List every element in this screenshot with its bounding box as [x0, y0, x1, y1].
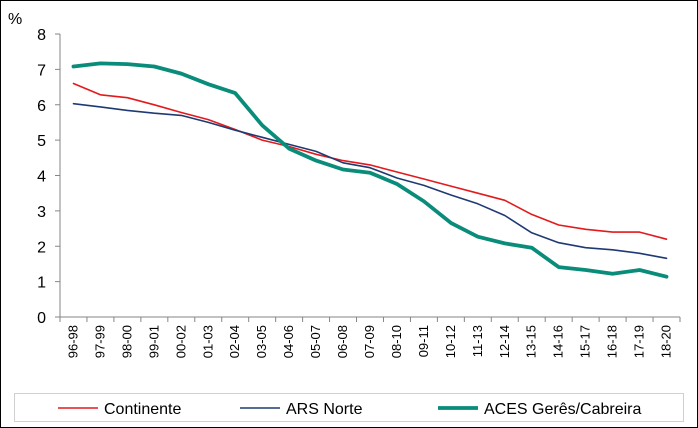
x-tick-label: 02-04	[227, 325, 242, 358]
x-tick-label: 04-06	[281, 325, 296, 358]
x-tick-label: 06-08	[335, 325, 350, 358]
legend: Continente ARS Norte ACES Gerês/Cabreira	[14, 393, 684, 422]
x-tick-label: 12-14	[497, 325, 512, 358]
x-tick-label: 00-02	[173, 325, 188, 358]
legend-label-1: ARS Norte	[286, 401, 363, 418]
x-tick-label: 10-12	[443, 325, 458, 358]
y-tick-label: 3	[37, 204, 46, 221]
legend-box	[14, 393, 684, 422]
y-tick-labels: 0 1 2 3 4 5 6 7 8	[37, 27, 46, 327]
y-axis-unit-label: %	[8, 11, 22, 28]
x-tick-label: 99-01	[146, 325, 161, 358]
series-line-2	[71, 61, 669, 279]
x-tick-label: 09-11	[416, 325, 431, 357]
y-tick-label: 8	[37, 27, 46, 44]
x-tick-label: 03-05	[254, 325, 269, 358]
y-tick-label: 5	[37, 133, 46, 150]
y-tick-label: 7	[37, 62, 46, 79]
y-tick-label: 1	[37, 275, 46, 292]
x-tick-label: 07-09	[362, 325, 377, 358]
y-tick-label: 2	[37, 239, 46, 256]
axes	[55, 33, 681, 322]
series-lines	[71, 61, 669, 279]
y-tick-label: 0	[37, 310, 46, 327]
x-tick-label: 05-07	[308, 325, 323, 358]
legend-label-0: Continente	[104, 401, 181, 418]
x-tick-label: 16-18	[605, 325, 620, 358]
x-tick-label: 97-99	[92, 325, 107, 358]
x-tick-label: 08-10	[389, 325, 404, 358]
y-tick-label: 6	[37, 98, 46, 115]
x-tick-label: 96-98	[65, 325, 80, 358]
series-line-0	[72, 82, 668, 240]
legend-label-2: ACES Gerês/Cabreira	[484, 401, 641, 418]
x-tick-label: 15-17	[578, 325, 593, 358]
x-tick-labels: 96-98 97-99 98-00 99-01 00-02 01-03 02-04 03-05…	[65, 325, 673, 358]
x-tick-label: 18-20	[659, 325, 674, 358]
x-tick-label: 11-13	[470, 325, 485, 357]
x-tick-label: 17-19	[632, 325, 647, 358]
series-line-1	[72, 102, 668, 260]
x-tick-label: 98-00	[119, 325, 134, 358]
x-tick-label: 13-15	[524, 325, 539, 358]
y-tick-label: 4	[37, 169, 46, 186]
x-tick-label: 01-03	[200, 325, 215, 358]
x-tick-label: 14-16	[551, 325, 566, 358]
